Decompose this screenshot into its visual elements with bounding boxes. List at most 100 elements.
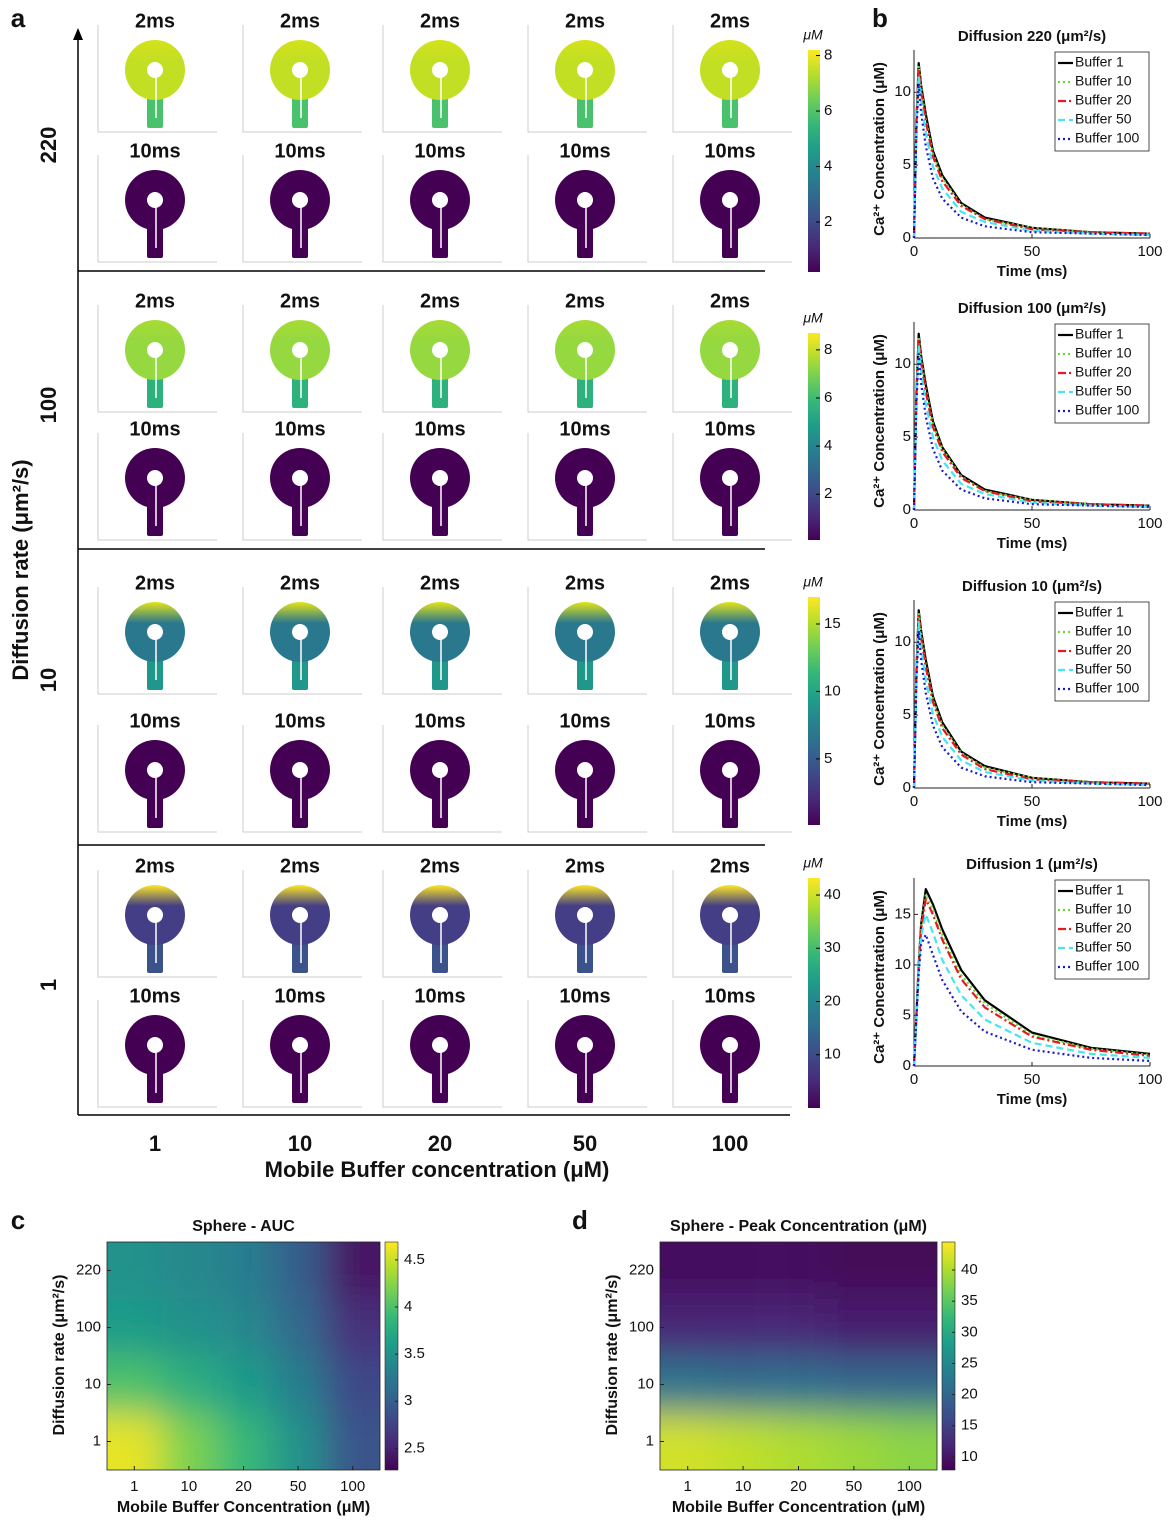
row-label: 100 [36, 387, 61, 424]
y-tick-label: 5 [903, 706, 911, 723]
heatmap-cell [107, 1413, 162, 1470]
colorbar-tick-label: 4 [824, 437, 832, 454]
heatmap-cell [216, 1299, 271, 1356]
y-tick-label: 10 [894, 956, 911, 973]
colorbar-tick-label: 6 [824, 389, 832, 406]
time-label: 2ms [420, 290, 460, 312]
keyhole-hole [147, 62, 163, 78]
y-axis-label: Ca²⁺ Concentration (μM) [871, 612, 888, 786]
time-label: 2ms [710, 10, 750, 32]
x-axis-label: Time (ms) [997, 263, 1068, 280]
heatmap-cell [660, 1356, 716, 1413]
keyhole-hole [432, 907, 448, 923]
y-tick-label: 10 [894, 83, 911, 100]
axis-arrow [73, 28, 83, 40]
colorbar-tick-label: 30 [961, 1323, 978, 1340]
time-label: 10ms [414, 710, 465, 732]
chart-title: Diffusion 220 (μm²/s) [958, 28, 1106, 45]
colorbar-tick-label: 3 [404, 1392, 412, 1409]
heatmap-cell [107, 1299, 162, 1356]
series-line [912, 67, 1151, 239]
time-label: 10ms [129, 985, 180, 1007]
heatmap-cell [107, 1356, 162, 1413]
y-tick-label: 10 [84, 1375, 101, 1392]
image-frame [97, 155, 217, 263]
heatmap-cell [216, 1356, 271, 1413]
legend-label: Buffer 100 [1075, 958, 1140, 974]
y-axis-label: Diffusion rate (μm²/s) [51, 1275, 68, 1436]
keyhole-hole [577, 624, 593, 640]
chart-title: Diffusion 10 (μm²/s) [962, 578, 1102, 595]
x-axis-label: Mobile Buffer Concentration (μM) [672, 1499, 925, 1516]
image-frame [672, 433, 792, 541]
keyhole-hole [577, 907, 593, 923]
keyhole-hole [432, 470, 448, 486]
image-frame [97, 870, 217, 978]
keyhole-hole [147, 342, 163, 358]
keyhole-hole [432, 62, 448, 78]
heatmap-area [107, 1242, 380, 1470]
y-tick-label: 15 [894, 905, 911, 922]
x-tick-label: 50 [1024, 793, 1041, 810]
x-tick-label: 100 [1137, 243, 1162, 260]
time-label: 2ms [420, 855, 460, 877]
legend-label: Buffer 10 [1075, 345, 1132, 361]
time-label: 2ms [710, 572, 750, 594]
series-line [912, 64, 1151, 239]
keyhole-hole [577, 62, 593, 78]
keyhole-hole [432, 762, 448, 778]
heatmap-cell [325, 1356, 380, 1413]
y-tick-label: 0 [903, 1057, 911, 1074]
colorbar-tick-label: 8 [824, 341, 832, 358]
colorbar-tick-label: 3.5 [404, 1345, 425, 1362]
time-label: 10ms [274, 985, 325, 1007]
image-frame [527, 155, 647, 263]
colorbar-tick-label: 10 [824, 682, 841, 699]
time-label: 10ms [559, 710, 610, 732]
time-label: 10ms [704, 710, 755, 732]
x-axis-label: Time (ms) [997, 1091, 1068, 1108]
heatmap-cell [826, 1299, 882, 1356]
x-tick-label: 0 [910, 243, 918, 260]
series-line [912, 82, 1151, 239]
time-label: 2ms [280, 10, 320, 32]
image-frame [242, 870, 362, 978]
x-tick-label: 10 [735, 1478, 752, 1495]
series-line [912, 612, 1151, 789]
time-label: 2ms [565, 855, 605, 877]
colorbar-tick-label: 4.5 [404, 1251, 425, 1268]
time-label: 10ms [559, 140, 610, 162]
x-tick-label: 0 [910, 1071, 918, 1088]
time-label: 10ms [129, 710, 180, 732]
x-tick-label: 50 [846, 1478, 863, 1495]
colorbar-tick-label: 2.5 [404, 1439, 425, 1456]
image-frame [242, 587, 362, 695]
series-line [912, 335, 1151, 511]
image-frame [672, 25, 792, 133]
row-label: 220 [36, 127, 61, 164]
colorbar-tick-label: 15 [824, 615, 841, 632]
image-frame [242, 1000, 362, 1108]
x-tick-label: 50 [290, 1478, 307, 1495]
row-label: 10 [36, 668, 61, 692]
y-tick-label: 5 [903, 428, 911, 445]
panel-label: b [872, 3, 888, 33]
y-axis-label: Ca²⁺ Concentration (μM) [871, 334, 888, 508]
keyhole-hole [147, 192, 163, 208]
x-tick-label: 1 [684, 1478, 692, 1495]
y-axis-label: Ca²⁺ Concentration (μM) [871, 62, 888, 236]
column-label: 10 [288, 1131, 312, 1156]
legend-label: Buffer 10 [1075, 73, 1132, 89]
series-line [912, 629, 1151, 789]
keyhole-hole [577, 1037, 593, 1053]
legend-label: Buffer 100 [1075, 402, 1140, 418]
image-frame [527, 870, 647, 978]
legend-label: Buffer 20 [1075, 364, 1132, 380]
colorbar-tick-label: 2 [824, 213, 832, 230]
x-tick-label: 100 [1137, 1071, 1162, 1088]
x-tick-label: 1 [130, 1478, 138, 1495]
time-label: 2ms [280, 572, 320, 594]
keyhole-hole [292, 470, 308, 486]
legend-label: Buffer 20 [1075, 642, 1132, 658]
x-tick-label: 50 [1024, 243, 1041, 260]
